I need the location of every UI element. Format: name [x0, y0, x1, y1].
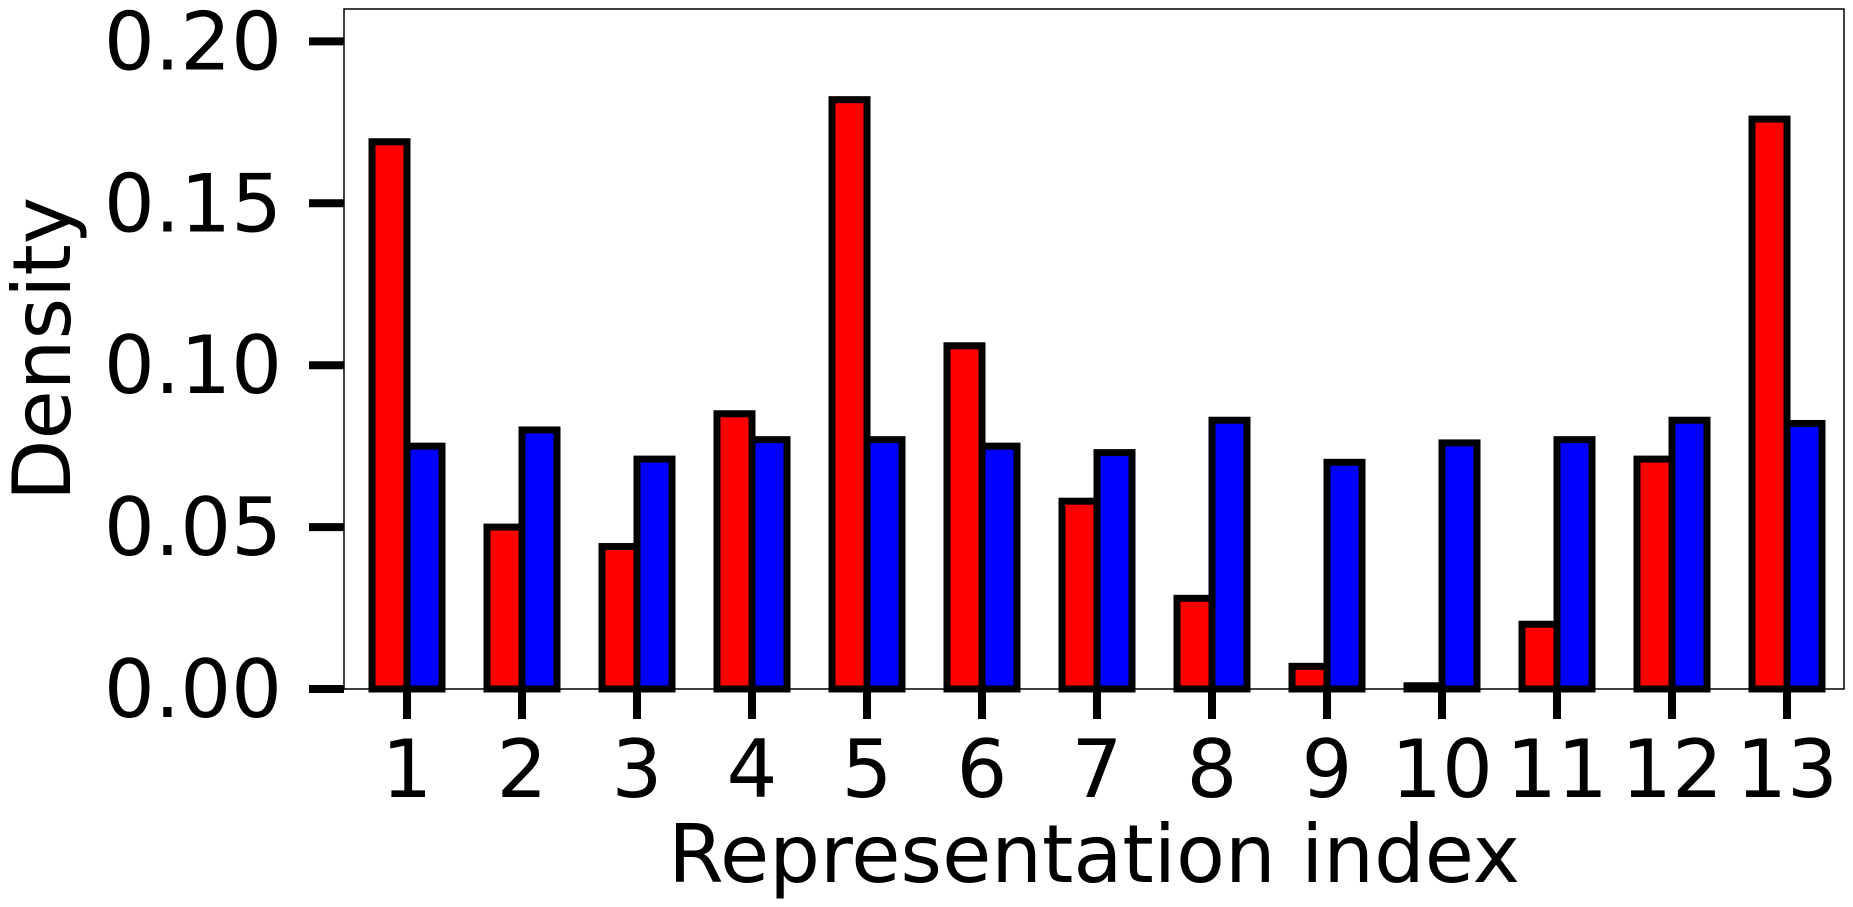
y-axis: 0.00 0.05 0.10 0.15 0.20	[104, 0, 344, 736]
bar-series2-7	[1093, 449, 1136, 693]
bar-series2-8	[1208, 416, 1251, 693]
x-tick-label-4: 4	[727, 723, 778, 816]
x-tick-label-7: 7	[1072, 723, 1123, 816]
bar-series2-3	[633, 455, 676, 693]
bar-series1-10	[1403, 682, 1446, 693]
bar-series1-2	[483, 523, 526, 693]
y-axis-title: Density	[0, 197, 89, 501]
bar-series1-3	[598, 543, 641, 693]
bar-series2-12	[1668, 416, 1711, 693]
bar-series2-1	[403, 442, 446, 693]
bar-series1-1	[368, 138, 411, 693]
x-tick-label-5: 5	[842, 723, 893, 816]
bar-series2-5	[863, 436, 906, 693]
bar-series2-2	[518, 426, 561, 693]
bar-series1-9	[1288, 662, 1331, 693]
bar-series1-11	[1518, 620, 1561, 693]
x-tick-label-3: 3	[612, 723, 663, 816]
x-tick-label-6: 6	[957, 723, 1008, 816]
x-tick-label-9: 9	[1302, 723, 1353, 816]
x-tick-label-10: 10	[1391, 723, 1493, 816]
bar-series2-9	[1323, 458, 1366, 693]
y-tick-label-0.10: 0.10	[104, 319, 282, 412]
x-tick-label-1: 1	[382, 723, 433, 816]
x-axis-title: Representation index	[668, 808, 1520, 901]
bar-series2-13	[1783, 419, 1826, 693]
x-tick-label-2: 2	[497, 723, 548, 816]
bar-series1-5	[828, 96, 871, 693]
y-tick-label-0.15: 0.15	[104, 157, 282, 250]
bar-series1-13	[1748, 115, 1791, 693]
bar-series1-6	[943, 342, 986, 693]
bar-series1-4	[713, 410, 756, 693]
x-tick-label-8: 8	[1187, 723, 1238, 816]
bar-series2-11	[1553, 436, 1596, 693]
bar-series1-12	[1633, 455, 1676, 693]
bar-series2-4	[748, 436, 791, 693]
bar-series2-6	[978, 442, 1021, 693]
x-axis: 1 2 3 4 5 6 7 8 9 10 11 12 13	[382, 689, 1838, 816]
bar-series1-7	[1058, 497, 1101, 693]
bar-series2-10	[1438, 439, 1481, 693]
x-tick-label-12: 12	[1621, 723, 1723, 816]
y-tick-label-0.05: 0.05	[104, 481, 282, 574]
x-tick-label-11: 11	[1506, 723, 1608, 816]
y-tick-label-0.20: 0.20	[104, 0, 282, 88]
x-tick-label-13: 13	[1736, 723, 1838, 816]
bars-group	[368, 96, 1826, 693]
bar-series1-8	[1173, 594, 1216, 693]
y-tick-label-0.00: 0.00	[104, 643, 282, 736]
